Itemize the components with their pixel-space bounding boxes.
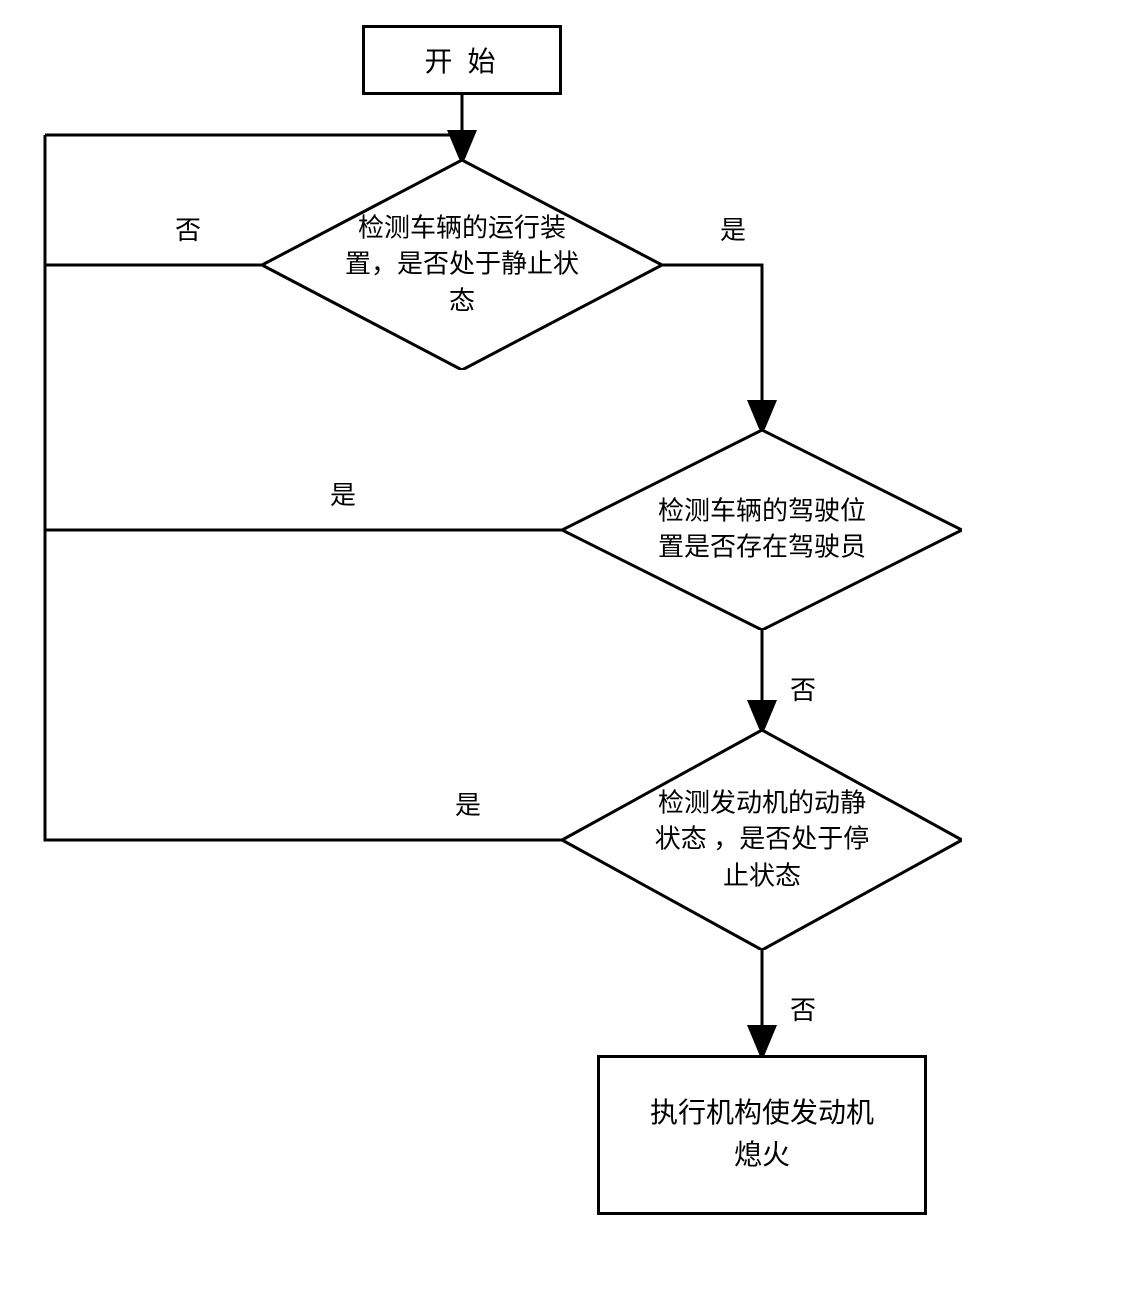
start-label: 开 始	[424, 40, 499, 80]
decision-engine-stopped: 检测发动机的动静 状态 ，是否处于停 止状态	[562, 730, 962, 950]
edge-label-d2-yes: 是	[330, 475, 356, 512]
decision-vehicle-static: 检测车辆的运行装 置，是否处于静止状 态	[262, 160, 662, 370]
action-label: 执行机构使发动机 熄火	[650, 1093, 874, 1177]
decision-3-text: 检测发动机的动静 状态 ，是否处于停 止状态	[622, 785, 902, 894]
decision-2-text: 检测车辆的驾驶位 置是否存在驾驶员	[622, 494, 902, 567]
start-node: 开 始	[362, 25, 562, 95]
edge-label-d3-yes: 是	[455, 785, 481, 822]
decision-driver-present: 检测车辆的驾驶位 置是否存在驾驶员	[562, 430, 962, 630]
edge-label-d2-no: 否	[790, 670, 816, 707]
edge-label-d1-no: 否	[175, 210, 201, 247]
edge-label-d1-yes: 是	[720, 210, 746, 247]
edge-label-d3-no: 否	[790, 990, 816, 1027]
action-engine-off: 执行机构使发动机 熄火	[597, 1055, 927, 1215]
decision-1-text: 检测车辆的运行装 置，是否处于静止状 态	[322, 210, 602, 319]
